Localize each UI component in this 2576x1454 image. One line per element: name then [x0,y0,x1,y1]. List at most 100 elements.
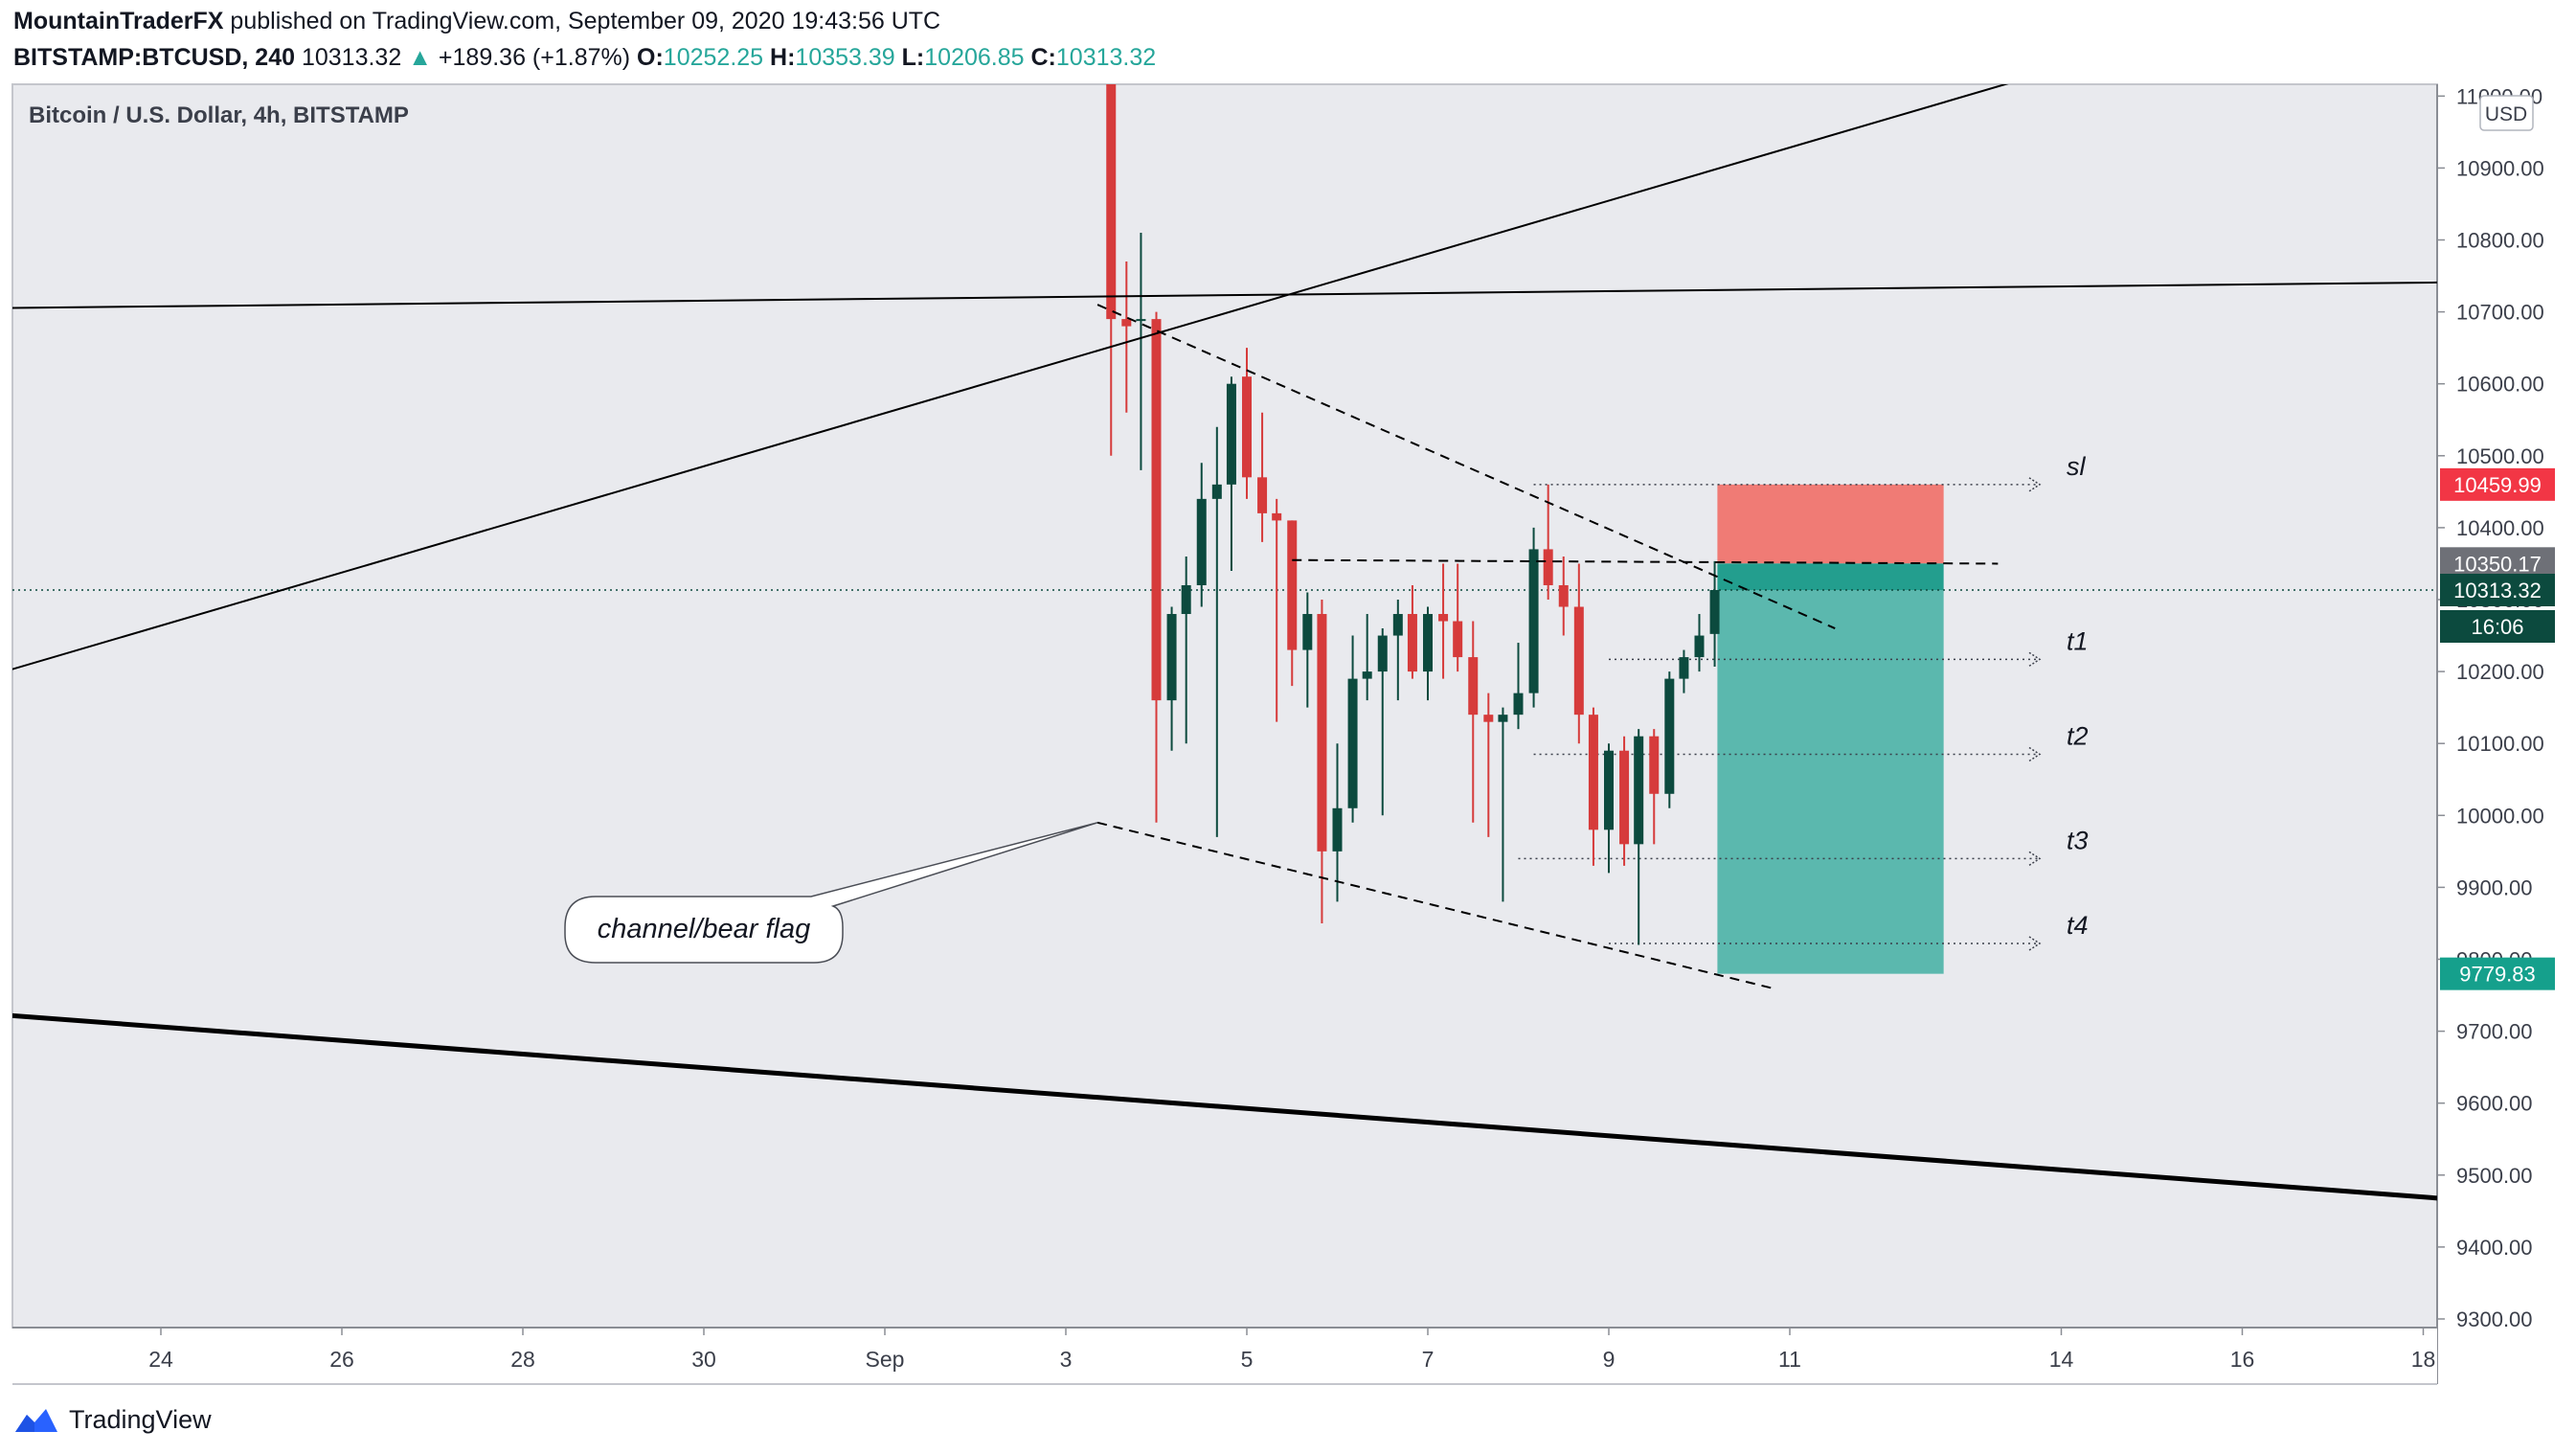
y-tick-label: 10700.00 [2456,301,2544,325]
symbol-info: BITSTAMP:BTCUSD, 240 10313.32 ▲ +189.36 … [13,44,1156,72]
y-tick-label: 9400.00 [2456,1236,2533,1260]
publish-info: MountainTraderFX published on TradingVie… [13,8,940,35]
candle-body[interactable] [1302,614,1313,650]
y-tick-label: 10200.00 [2456,660,2544,684]
x-tick-label: 11 [1778,1347,1801,1372]
major-support-line[interactable] [0,1012,2514,1204]
y-tick-label: 9300.00 [2456,1307,2533,1331]
arrow-head-icon [2028,746,2042,762]
price-badge-text: 10313.32 [2453,579,2542,602]
candle-body[interactable] [1604,750,1614,830]
candle-body[interactable] [1453,621,1463,658]
candle-body[interactable] [1709,589,1720,634]
x-tick-label: 18 [2411,1347,2436,1372]
candle-body[interactable] [1106,0,1117,320]
arrow-head-icon [2028,851,2042,866]
arrow-head-icon [2028,936,2042,951]
candle-body[interactable] [1438,614,1449,622]
candle-body[interactable] [1694,635,1705,658]
candle-body[interactable] [1588,715,1598,830]
open-value: 10252.25 [663,44,764,71]
callout-box[interactable] [564,822,1098,964]
candle-body[interactable] [1257,477,1268,513]
x-tick-label: 24 [148,1347,173,1372]
candle-body[interactable] [1407,614,1417,672]
candle-body[interactable] [1166,614,1177,701]
candle-body[interactable] [1287,520,1298,650]
candle-body[interactable] [1272,512,1282,521]
candle-body[interactable] [1498,715,1508,722]
target-label-t1[interactable]: t1 [2067,626,2089,655]
candle-body[interactable] [1362,671,1372,679]
candle-body[interactable] [1483,715,1494,722]
candle-body[interactable] [1664,678,1675,794]
filled-profit-zone[interactable] [1717,563,1944,590]
stop-loss-zone[interactable] [1717,484,1944,564]
candle-body[interactable] [1151,319,1162,701]
price-badge-countdown[interactable] [2440,609,2555,643]
take-profit-zone[interactable] [1717,589,1944,974]
target-label-t2[interactable]: t2 [2067,721,2089,750]
currency-badge[interactable] [2479,95,2534,131]
y-tick-label: 10100.00 [2456,732,2544,756]
last-price-text: 10313.32 [301,44,402,71]
candle-body[interactable] [1528,549,1539,693]
candle-body[interactable] [1423,614,1433,672]
channel-upper-line[interactable] [1096,304,1836,629]
candle-body[interactable] [1392,614,1403,636]
time-axis-area[interactable] [12,1328,2437,1384]
price-badge-target[interactable] [2440,957,2555,990]
price-badge-last[interactable] [2440,573,2555,606]
candle-body[interactable] [1332,807,1343,852]
y-tick-label: 10500.00 [2456,444,2544,468]
plot-area[interactable] [11,83,2438,1329]
high-label: H: [770,44,796,71]
price-axis-area[interactable] [2437,84,2564,1328]
candle-body[interactable] [1211,484,1222,499]
horizontal-resistance-line[interactable] [0,281,2514,309]
author-name[interactable]: MountainTraderFX [13,8,224,34]
tradingview-brand[interactable]: TradingView [69,1404,212,1434]
y-tick-label: 10900.00 [2456,156,2544,180]
x-tick-label: Sep [866,1347,905,1372]
candle-body[interactable] [1226,383,1236,485]
candle-body[interactable] [1136,319,1146,322]
candle-body[interactable] [1121,319,1132,327]
candle-body[interactable] [1242,376,1252,478]
price-badge-stop[interactable] [2440,467,2555,501]
candle-body[interactable] [1181,584,1191,615]
price-badge-text: 9779.83 [2459,963,2536,987]
x-tick-label: 26 [329,1347,354,1372]
publish-text: published on TradingView.com, September … [230,8,941,34]
x-tick-label: 30 [691,1347,716,1372]
symbol-label: BITSTAMP:BTCUSD, 240 [13,44,296,71]
candle-body[interactable] [1377,635,1388,672]
rising-trendline[interactable] [0,0,2333,679]
channel-lower-line[interactable] [1096,821,1773,989]
candle-body[interactable] [1347,678,1358,808]
y-tick-label: 10800.00 [2456,229,2544,253]
candle-body[interactable] [1317,614,1327,852]
x-tick-label: 5 [1241,1347,1254,1372]
candle-body[interactable] [1543,549,1553,585]
target-label-sl[interactable]: sl [2067,452,2087,481]
y-tick-label: 9900.00 [2456,875,2533,899]
tradingview-logo-icon[interactable] [13,1405,59,1434]
candle-body[interactable] [1513,693,1524,716]
low-value: 10206.85 [924,44,1025,71]
target-label-t3[interactable]: t3 [2067,826,2089,854]
candle-body[interactable] [1573,606,1584,716]
x-tick-label: 16 [2230,1347,2255,1372]
candle-body[interactable] [1649,736,1660,794]
low-label: L: [901,44,925,71]
callout-text: channel/bear flag [598,914,811,944]
target-label-t4[interactable]: t4 [2067,911,2089,940]
candle-body[interactable] [1558,584,1569,607]
entry-level-line[interactable] [1292,558,1999,565]
candle-body[interactable] [1468,657,1479,716]
candle-body[interactable] [1679,657,1689,679]
candle-body[interactable] [1196,498,1207,585]
candle-body[interactable] [1634,736,1644,845]
candle-body[interactable] [1619,750,1630,845]
